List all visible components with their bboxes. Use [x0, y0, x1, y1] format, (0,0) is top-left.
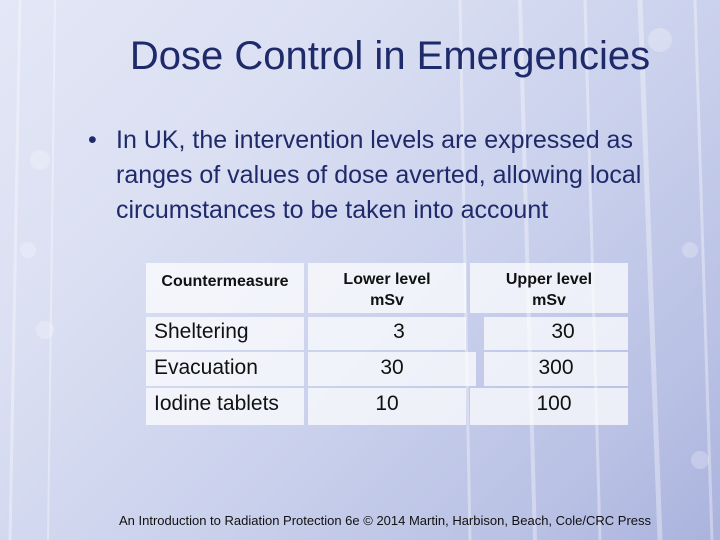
table-row-3-lower: 10 — [308, 388, 466, 425]
cell-sheltering-upper: 30 — [551, 320, 575, 343]
header-countermeasure: Countermeasure — [146, 263, 304, 313]
table-row-1-countermeasure: Sheltering — [146, 317, 304, 350]
table-row-2-countermeasure: Evacuation — [146, 352, 304, 386]
cell-iodine-upper: 100 — [536, 392, 572, 415]
cell-sheltering-lower: 3 — [393, 320, 405, 343]
table-row-2-upper: 300 — [484, 352, 628, 386]
slide-footer-citation: An Introduction to Radiation Protection … — [118, 513, 652, 528]
header-countermeasure-label: Countermeasure — [161, 273, 289, 290]
table-row-3-upper: 100 — [470, 388, 628, 425]
cell-iodine-lower: 10 — [375, 392, 399, 415]
bullet-marker: • — [88, 126, 97, 154]
header-upper-level-label: Upper level mSv — [505, 271, 593, 309]
bullet-point: • In UK, the intervention levels are exp… — [88, 123, 688, 228]
header-upper-level: Upper level mSv — [470, 263, 628, 313]
cell-iodine-tablets: Iodine tablets — [154, 392, 279, 415]
table-row-2-lower: 30 — [308, 352, 476, 386]
intervention-levels-table: Countermeasure Lower level mSv Upper lev… — [146, 263, 628, 425]
table-row-1-upper: 30 — [484, 317, 628, 350]
header-lower-level: Lower level mSv — [308, 263, 466, 313]
table-row-1-lower: 3 — [308, 317, 466, 350]
cell-evacuation-upper: 300 — [538, 356, 574, 379]
cell-evacuation: Evacuation — [154, 356, 258, 379]
bullet-text: In UK, the intervention levels are expre… — [116, 126, 642, 224]
table-row-3-countermeasure: Iodine tablets — [146, 388, 304, 425]
slide-title: Dose Control in Emergencies — [129, 34, 651, 78]
cell-sheltering: Sheltering — [154, 320, 249, 343]
header-lower-level-label: Lower level mSv — [343, 271, 431, 309]
cell-evacuation-lower: 30 — [380, 356, 404, 379]
